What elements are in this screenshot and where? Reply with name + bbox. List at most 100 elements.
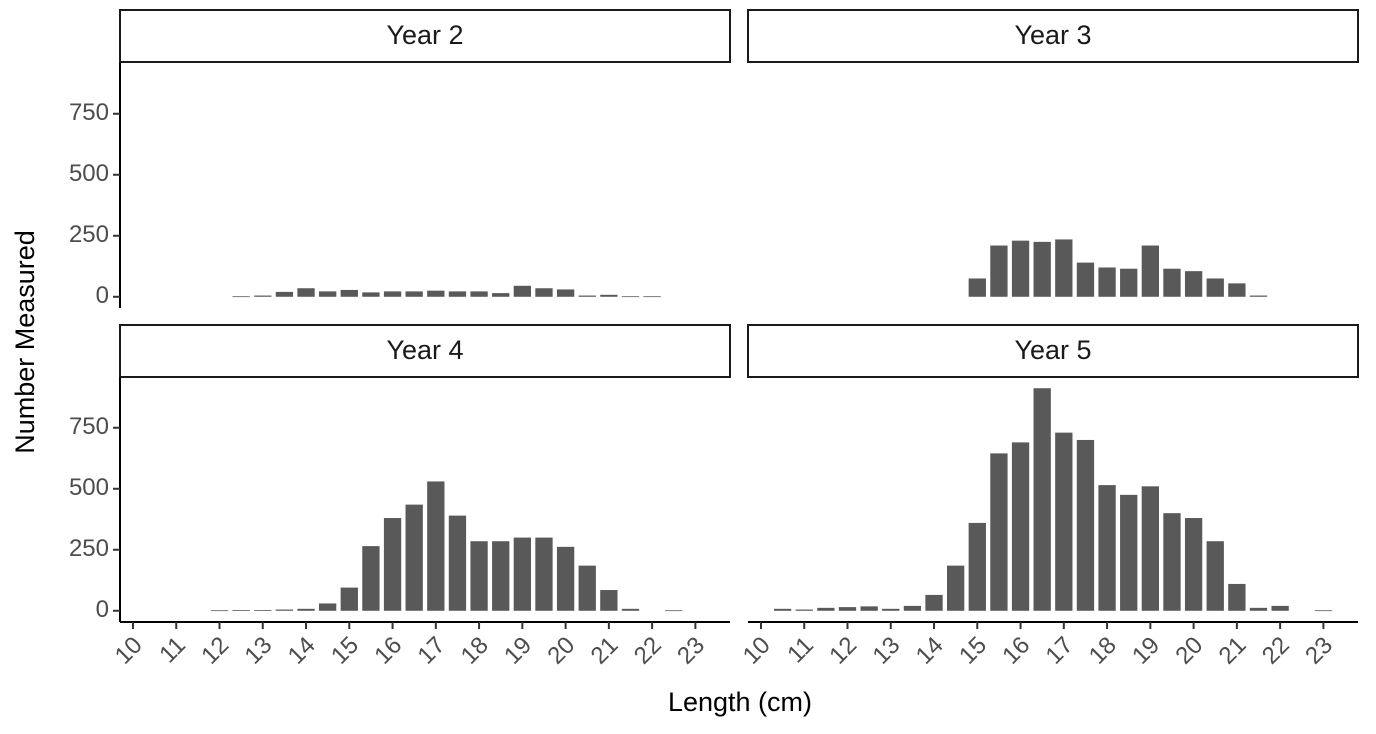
bar	[492, 293, 510, 297]
bar	[297, 608, 315, 611]
x-tick-label: 20	[1170, 632, 1208, 670]
y-tick-label: 500	[69, 160, 109, 187]
x-tick-label: 14	[283, 632, 321, 670]
bar	[275, 291, 294, 297]
bar	[319, 603, 337, 611]
x-tick-label: 16	[369, 632, 407, 670]
panel-title: Year 4	[386, 335, 463, 365]
bar	[210, 610, 229, 612]
bar	[1228, 583, 1246, 611]
x-tick-label: 22	[629, 632, 667, 670]
x-tick-label: 21	[586, 632, 624, 670]
x-tick-label: 18	[456, 632, 494, 670]
y-tick-label: 0	[96, 282, 109, 309]
x-tick-label: 15	[954, 632, 992, 670]
bar	[232, 296, 250, 298]
bar	[1120, 494, 1138, 611]
bar	[621, 296, 640, 298]
x-tick-label: 13	[240, 632, 278, 670]
y-tick-label: 250	[69, 221, 109, 248]
bar	[470, 291, 488, 297]
bar	[1314, 610, 1333, 612]
bar	[492, 541, 510, 611]
x-tick-label: 17	[413, 632, 451, 670]
x-tick-label: 10	[738, 632, 776, 670]
bar	[600, 294, 618, 297]
bar	[990, 453, 1008, 611]
bar	[947, 565, 965, 611]
x-axis-title: Length (cm)	[668, 687, 812, 717]
bar	[535, 288, 553, 297]
bar	[1076, 262, 1095, 297]
bar	[860, 606, 878, 611]
bar	[1249, 607, 1268, 611]
x-tick-label: 10	[110, 632, 148, 670]
bar	[1206, 278, 1224, 297]
panel-title: Year 5	[1014, 335, 1091, 365]
bar	[254, 610, 272, 611]
bar	[1033, 388, 1051, 611]
bar	[990, 245, 1008, 297]
bar	[1098, 485, 1116, 611]
bar	[1033, 241, 1051, 297]
bar	[427, 481, 445, 611]
bar	[448, 515, 467, 611]
bar	[297, 288, 315, 297]
bar	[232, 610, 250, 611]
bar	[643, 296, 661, 298]
bar	[1271, 605, 1289, 611]
x-tick-label: 13	[868, 632, 906, 670]
bar	[275, 609, 294, 611]
bar	[448, 291, 467, 297]
bar	[968, 278, 986, 297]
bar	[340, 289, 358, 297]
bar	[1011, 240, 1030, 297]
panel-title: Year 3	[1014, 20, 1091, 50]
bar	[621, 608, 640, 611]
bar	[470, 541, 488, 611]
y-tick-label: 0	[96, 596, 109, 623]
x-tick-label: 21	[1214, 632, 1252, 670]
bar	[665, 610, 683, 612]
bar	[1141, 486, 1159, 611]
bar	[383, 291, 402, 297]
bar	[1098, 267, 1116, 297]
bar	[405, 291, 423, 297]
x-tick-label: 11	[782, 632, 819, 669]
bar	[1184, 271, 1203, 297]
x-tick-label: 18	[1084, 632, 1122, 670]
y-tick-label: 750	[69, 99, 109, 126]
bar	[513, 285, 531, 297]
bar	[968, 522, 986, 611]
bar	[535, 537, 553, 611]
bar	[578, 565, 596, 611]
bar	[1011, 442, 1030, 611]
strip-box	[747, 9, 1359, 63]
bar	[1055, 239, 1073, 297]
bar	[556, 289, 575, 297]
x-tick-label: 23	[672, 632, 710, 670]
bar	[1163, 513, 1181, 611]
bar	[838, 607, 857, 611]
bar	[1141, 245, 1159, 297]
bar	[1163, 268, 1181, 297]
bar	[925, 594, 943, 611]
y-tick-label: 750	[69, 413, 109, 440]
bar	[578, 295, 596, 297]
x-tick-label: 12	[196, 632, 234, 670]
x-tick-label: 14	[911, 632, 949, 670]
bar	[1206, 541, 1224, 611]
bar	[903, 605, 922, 611]
bar	[773, 608, 792, 611]
bar	[513, 537, 531, 611]
y-tick-label: 250	[69, 535, 109, 562]
bar	[362, 546, 380, 611]
x-tick-label: 19	[499, 632, 537, 670]
bar	[254, 295, 272, 297]
x-tick-label: 11	[154, 632, 191, 669]
y-axis-title: Number Measured	[10, 230, 40, 454]
bar	[882, 608, 900, 611]
strip-box	[119, 9, 731, 63]
x-tick-label: 20	[542, 632, 580, 670]
bar	[1228, 283, 1246, 297]
